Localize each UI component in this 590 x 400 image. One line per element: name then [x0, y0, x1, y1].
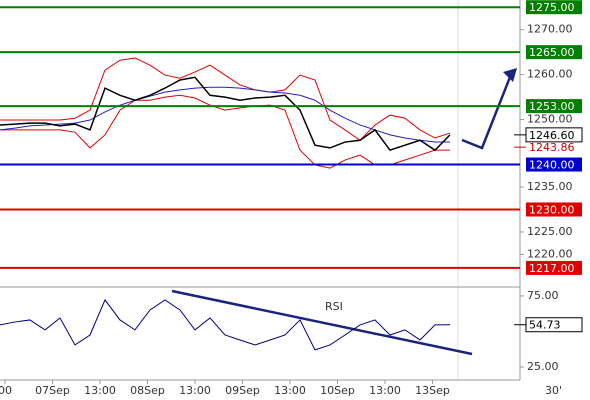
- rsi-trendline: [171, 289, 473, 356]
- level-box: [526, 45, 582, 60]
- arrow-head: [503, 68, 517, 82]
- x-tick-label: 10Sep: [320, 384, 355, 397]
- x-tick-label: 09Sep: [225, 384, 260, 397]
- level-label: 1253.00: [529, 100, 575, 113]
- level-label: 1230.00: [529, 203, 575, 216]
- level-box: [526, 260, 582, 275]
- level-label: 1265.00: [529, 46, 575, 59]
- annotation: RSI: [325, 300, 343, 313]
- x-tick-label: 08Sep: [130, 384, 165, 397]
- series-line: [0, 298, 451, 351]
- level-box: [526, 0, 582, 15]
- x-tick-label: 13:00: [369, 384, 401, 397]
- level-box: [526, 99, 582, 114]
- x-tick-label: 00: [0, 384, 12, 397]
- series-line: [0, 57, 451, 141]
- y-tick-label: 1270.00: [527, 23, 573, 36]
- series-line: [0, 86, 450, 143]
- y-tick-label: 1250.00: [527, 113, 573, 126]
- forecast-arrow: [461, 71, 514, 150]
- y-tick-label: 1260.00: [527, 68, 573, 81]
- level-box: [526, 202, 582, 217]
- last-box: [525, 317, 583, 333]
- y-tick-label: 75.00: [527, 289, 559, 302]
- last-label: 1246.60: [529, 129, 575, 142]
- level-box: [526, 157, 582, 172]
- y-tick-label: 1225.00: [527, 225, 573, 238]
- last-label: 54.73: [529, 319, 561, 332]
- x-tick-label: 13:00: [179, 384, 211, 397]
- series-line: [0, 76, 451, 152]
- x-tick-label: 13Sep: [415, 384, 450, 397]
- y-tick-label: 1220.00: [527, 247, 573, 260]
- y-tick-label: 1235.00: [527, 180, 573, 193]
- level-label: 1275.00: [529, 1, 575, 14]
- x-tick-label: 13:00: [274, 384, 306, 397]
- timeframe: 30': [545, 384, 562, 397]
- level-label: 1217.00: [529, 262, 575, 275]
- level-label: 1240.00: [529, 159, 575, 172]
- x-tick-label: 07Sep: [35, 384, 70, 397]
- last-label: 1243.86: [529, 141, 575, 154]
- y-tick-label: 25.00: [527, 360, 559, 373]
- last-box: [525, 127, 583, 143]
- x-tick-label: 13:00: [84, 384, 116, 397]
